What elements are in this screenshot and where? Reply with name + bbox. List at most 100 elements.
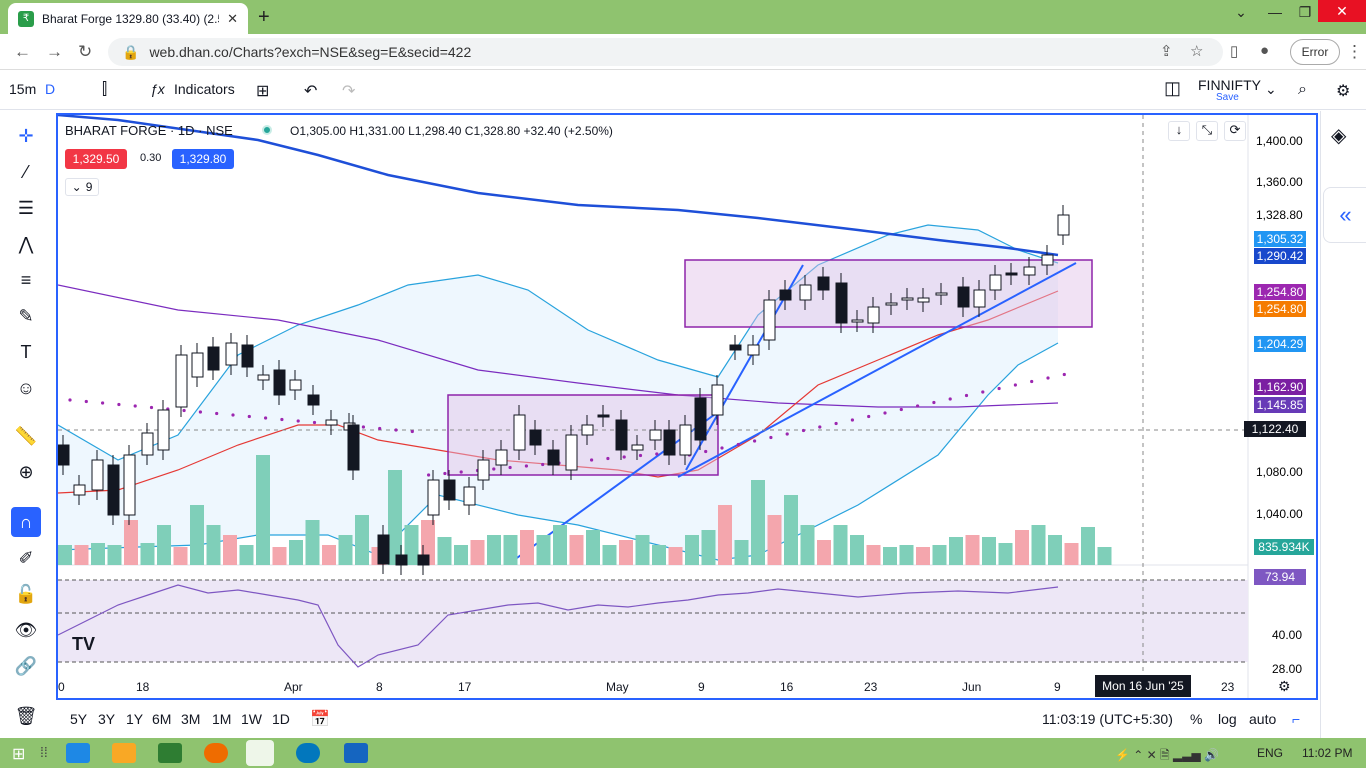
restore-button[interactable]: ❐: [1298, 4, 1312, 20]
symbol-selector[interactable]: FINNIFTY: [1198, 77, 1261, 93]
redo-icon[interactable]: ↷: [342, 83, 356, 100]
candle-type-icon[interactable]: ⫿: [102, 81, 108, 98]
log-scale-toggle[interactable]: log: [1218, 711, 1237, 727]
trend-line-icon[interactable]: ⁄: [24, 161, 28, 182]
trend-line-3[interactable]: [677, 262, 1077, 478]
volume-bar: [272, 547, 287, 565]
volume-bar: [355, 515, 369, 565]
file-explorer-icon[interactable]: [112, 743, 136, 763]
bottom-toolbar: 5Y 3Y 1Y 6M 3M 1M 1W 1D 📅 11:03:19 (UTC+…: [56, 704, 1318, 734]
save-button[interactable]: Save: [1216, 92, 1239, 103]
brush-icon[interactable]: ✎: [18, 305, 34, 326]
internet-explorer-icon[interactable]: [66, 743, 90, 763]
range-3y[interactable]: 3Y: [98, 711, 116, 727]
crosshair-icon[interactable]: ✛: [18, 125, 34, 146]
range-1d[interactable]: 1D: [272, 711, 290, 727]
firefox-icon[interactable]: [204, 743, 228, 763]
volume-badge: 835.934K: [1254, 539, 1314, 555]
side-panel-icon[interactable]: ▯: [1230, 43, 1239, 60]
pattern-icon[interactable]: ⋀: [18, 233, 34, 254]
range-1m[interactable]: 1M: [212, 711, 232, 727]
indicators-collapse-button[interactable]: ⌄ 9: [65, 178, 99, 196]
date-range-calendar-icon[interactable]: 📅: [310, 711, 330, 728]
emoji-icon[interactable]: ☺: [16, 377, 36, 398]
close-tab-icon[interactable]: ✕: [227, 10, 238, 26]
forward-icon[interactable]: →: [46, 42, 63, 61]
layouts-grid-icon[interactable]: ⊞: [256, 83, 270, 100]
input-language[interactable]: ENG: [1257, 746, 1284, 760]
price-chart[interactable]: 1,400.00 1,360.00 1,328.80 1,080.00 1,04…: [58, 115, 1316, 698]
layers-icon[interactable]: ◈: [1331, 125, 1347, 147]
reload-icon[interactable]: ↻: [78, 42, 93, 61]
tab-search-icon[interactable]: ⌄: [1235, 4, 1247, 20]
time-axis[interactable]: 0 18 Apr 8 17 May 9 16 23 Jun 9 23 Mon 1…: [58, 675, 1316, 697]
indicators-button[interactable]: Indicators: [174, 81, 235, 97]
reset-chart-icon[interactable]: ⟳: [1224, 121, 1246, 141]
close-window-button[interactable]: ✕: [1318, 0, 1366, 22]
link-icon[interactable]: 🔗: [14, 655, 38, 676]
new-tab-button[interactable]: +: [258, 6, 270, 28]
buy-button[interactable]: 1,329.80: [172, 149, 234, 169]
profile-icon[interactable]: ●: [1260, 42, 1270, 59]
horizontal-lines-icon[interactable]: ☰: [17, 197, 35, 218]
word-icon[interactable]: [344, 743, 368, 763]
zoom-in-icon[interactable]: ⊕: [18, 461, 34, 482]
sar-dot: [149, 405, 154, 410]
expand-panel-icon[interactable]: «: [1323, 187, 1366, 243]
windows-start-icon[interactable]: ⊞: [12, 746, 26, 763]
range-1w[interactable]: 1W: [241, 711, 262, 727]
fib-icon[interactable]: ≡: [20, 269, 32, 290]
spread-value: 0.30: [140, 152, 162, 164]
clock-timezone[interactable]: 11:03:19 (UTC+5:30): [1042, 711, 1173, 727]
crosshair-price-badge[interactable]: 1,122.40: [1244, 421, 1306, 437]
excel-icon[interactable]: [158, 743, 182, 763]
range-1y[interactable]: 1Y: [126, 711, 144, 727]
symbol-title[interactable]: BHARAT FORGE · 1D · NSE: [65, 123, 233, 138]
url-field[interactable]: 🔒 web.dhan.co/Charts?exch=NSE&seg=E&seci…: [108, 38, 1223, 66]
sar-dot: [312, 420, 317, 425]
sar-dot: [541, 462, 545, 467]
candle-body: [477, 459, 490, 481]
range-3m[interactable]: 3M: [181, 711, 201, 727]
edge-icon[interactable]: [296, 743, 320, 763]
error-button[interactable]: Error: [1290, 39, 1340, 65]
interval-button[interactable]: 15m: [9, 81, 37, 97]
scroll-down-icon[interactable]: ↓: [1168, 121, 1190, 141]
sar-dot: [704, 449, 708, 454]
scale-expand-icon[interactable]: ⌐: [1292, 711, 1301, 727]
undo-icon[interactable]: ↶: [304, 83, 318, 100]
fullscreen-icon[interactable]: ⤡: [1196, 121, 1218, 141]
volume-bar: [520, 530, 534, 565]
hide-drawings-icon[interactable]: 👁: [14, 619, 38, 640]
interval-mode-button[interactable]: D: [45, 81, 56, 97]
range-6m[interactable]: 6M: [152, 711, 172, 727]
taskbar-clock[interactable]: 11:02 PM: [1302, 746, 1353, 760]
symbol-dropdown-icon[interactable]: ⌄: [1265, 81, 1277, 97]
browser-menu-icon[interactable]: ⋮: [1346, 42, 1363, 61]
ruler-icon[interactable]: 📏: [14, 425, 38, 446]
indicators-fx-icon[interactable]: ƒx: [150, 81, 165, 97]
chrome-active-icon[interactable]: [246, 740, 274, 766]
back-icon[interactable]: ←: [14, 42, 31, 61]
price-axis[interactable]: 1,400.00 1,360.00 1,328.80 1,080.00 1,04…: [1256, 134, 1303, 676]
task-view-icon[interactable]: ⁞⁞: [40, 744, 48, 760]
text-tool-icon[interactable]: T: [20, 341, 32, 362]
bookmark-star-icon[interactable]: ☆: [1190, 43, 1204, 60]
sell-button[interactable]: 1,329.50: [65, 149, 127, 169]
system-tray-icons[interactable]: ⚡ ⌃ ✕ 🗎 ▂▃▅ 🔊: [1115, 748, 1219, 762]
auto-scale-toggle[interactable]: auto: [1249, 711, 1277, 727]
draw-lock-icon[interactable]: ✐: [18, 547, 34, 568]
timezone-settings-icon[interactable]: ⚙: [1278, 678, 1291, 694]
minimize-button[interactable]: —: [1268, 4, 1282, 20]
range-5y[interactable]: 5Y: [70, 711, 88, 727]
lock-drawings-icon[interactable]: 🔓: [14, 583, 38, 604]
magnet-icon[interactable]: ∩: [11, 507, 41, 537]
percent-scale-toggle[interactable]: %: [1190, 711, 1203, 727]
layout-panel-icon[interactable]: ◫: [1164, 78, 1182, 98]
trash-icon[interactable]: 🗑: [14, 705, 38, 726]
browser-tab[interactable]: ₹ Bharat Forge 1329.80 (33.40) (2.5 ✕: [8, 3, 248, 34]
share-icon[interactable]: ⇪: [1160, 43, 1173, 60]
sar-dot: [720, 446, 724, 450]
settings-gear-icon[interactable]: ⚙: [1336, 83, 1351, 100]
quick-search-icon[interactable]: ⌕: [1298, 81, 1307, 98]
